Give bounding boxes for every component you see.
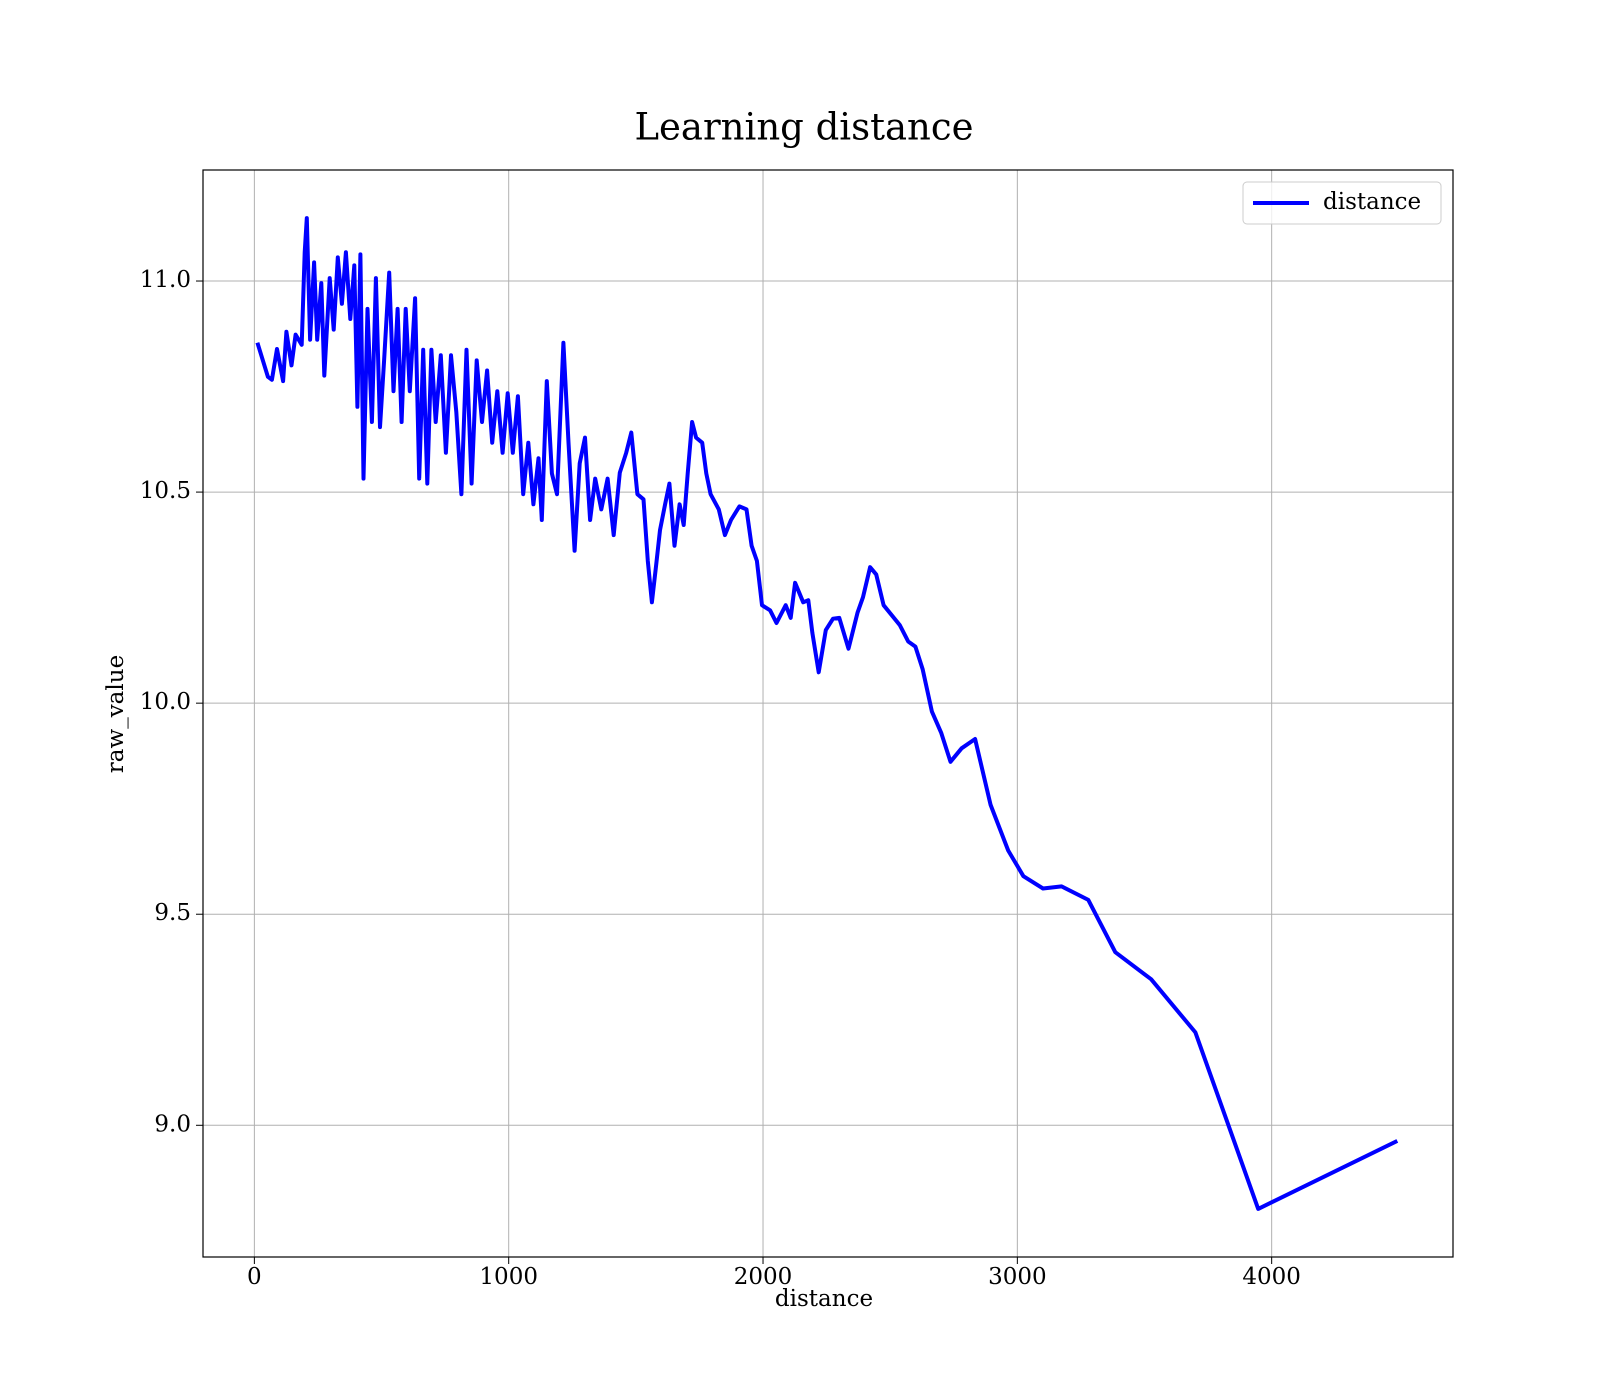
x-tick-label: 4000	[1242, 1264, 1301, 1290]
x-tick-label: 0	[247, 1264, 262, 1290]
x-axis-label: distance	[775, 1286, 873, 1312]
y-tick-label: 10.5	[140, 478, 191, 504]
x-tick-label: 2000	[734, 1264, 793, 1290]
y-tick-label: 9.0	[154, 1111, 191, 1137]
chart-title: Learning distance	[634, 106, 973, 149]
y-axis-label: raw_value	[103, 655, 129, 773]
data-line	[255, 216, 1399, 1211]
y-tick-label: 10.0	[140, 689, 191, 715]
legend-box	[1242, 181, 1442, 225]
y-tick-label: 9.5	[154, 900, 191, 926]
legend-label: distance	[1323, 189, 1421, 215]
x-tick-label: 1000	[479, 1264, 538, 1290]
x-tick-label: 3000	[988, 1264, 1047, 1290]
y-tick-label: 11.0	[140, 267, 191, 293]
plot-frame	[202, 169, 1454, 1258]
